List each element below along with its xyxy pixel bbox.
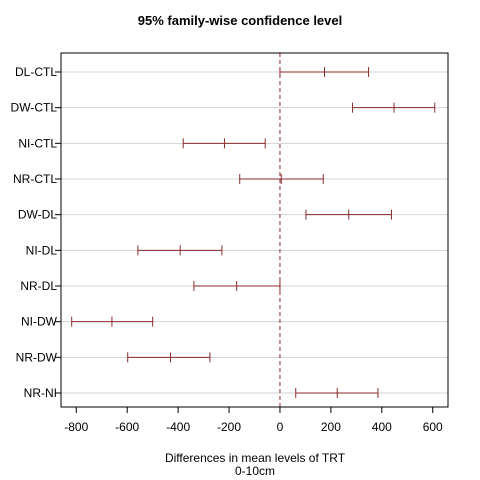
y-tick-label: NI-CTL (18, 136, 57, 150)
interval-nr-ctl (239, 174, 324, 184)
interval-nr-dl (193, 281, 281, 291)
x-tick-label: -800 (64, 420, 88, 434)
x-tick-label: 200 (321, 420, 341, 434)
chart-title: 95% family-wise confidence level (137, 13, 343, 28)
x-tick-label: 0 (277, 420, 284, 434)
interval-nr-ni (295, 388, 379, 398)
y-tick-label: DW-DL (18, 208, 57, 222)
x-tick-label: -200 (217, 420, 241, 434)
interval-ni-dl (137, 245, 223, 256)
y-tick-label: DL-CTL (15, 65, 57, 79)
y-tick-label: NR-CTL (13, 172, 57, 186)
plot-frame (60, 52, 449, 408)
x-tick-label: 400 (372, 420, 392, 434)
interval-nr-dw (127, 352, 211, 363)
grid-lines (61, 71, 448, 394)
interval-ni-ctl (182, 138, 266, 149)
y-tick-label: NR-DW (16, 350, 58, 364)
intervals (71, 67, 436, 398)
y-tick-label: DW-CTL (11, 101, 58, 115)
interval-dw-ctl (352, 102, 436, 113)
y-tick-label: NI-DW (21, 315, 58, 329)
x-axis: -800 -600 -400 -200 0 200 400 600 (64, 407, 443, 434)
y-tick-label: NR-DL (20, 279, 57, 293)
x-tick-label: -600 (115, 420, 139, 434)
interval-dw-dl (305, 209, 392, 220)
x-axis-sublabel: 0-10cm (234, 464, 275, 478)
y-tick-label: NI-DL (26, 243, 58, 257)
interval-ni-dw (71, 316, 154, 327)
x-tick-label: -400 (166, 420, 190, 434)
y-axis: DL-CTL DW-CTL NI-CTL NR-CTL DW-DL NI-DL NR-DL N… (11, 65, 61, 400)
interval-dl-ctl (279, 67, 370, 77)
x-tick-label: 600 (423, 420, 443, 434)
y-tick-label: NR-NI (24, 386, 57, 400)
x-axis-label: Differences in mean levels of TRT (164, 451, 346, 465)
